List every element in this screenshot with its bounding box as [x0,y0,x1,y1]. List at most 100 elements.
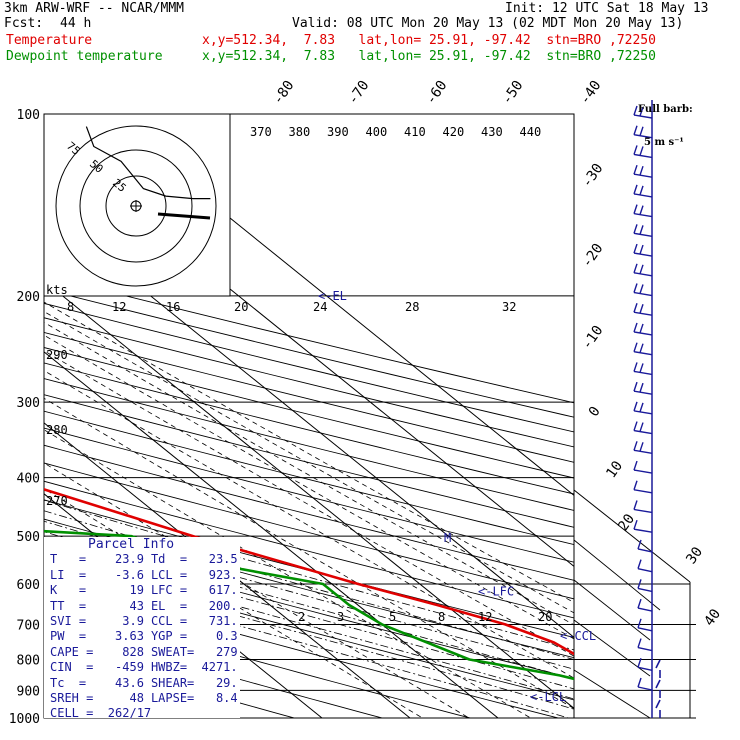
wind-barb [637,567,653,573]
dry-adiabat [44,274,574,404]
hodograph-ring [105,175,167,237]
init-time: Init: 12 UTC Sat 18 May 13 [505,1,709,16]
wind-barb [637,666,653,671]
wind-barb [633,410,653,415]
parcel-info-row: TT = 43 EL = 200. [44,599,240,614]
isotherm-extension [573,489,691,583]
level-marker: <-LFC [478,584,514,598]
theta-label: 380 [289,125,311,139]
dry-adiabat [44,347,574,479]
forecast-hours: 44 h [60,16,92,31]
wind-barb [633,370,653,376]
parcel-info-cell: HWBZ= 4271. [150,660,238,675]
wind-barb [633,134,653,139]
wind-barb [633,212,653,218]
parcel-info-row: CELL = 262/17 [44,706,240,721]
mixing-ratio-line [44,429,532,718]
wind-barb [655,679,661,689]
wind-barb [633,350,653,356]
plot-frame [43,113,575,719]
wind-barb [633,500,638,510]
wind-barb [639,382,644,393]
wind-barb [637,587,653,593]
hodograph-units: kts [46,283,68,297]
parcel-info-row: SVI = 3.9 CCL = 731. [44,614,240,629]
wind-barb [637,658,642,668]
adiabat-extension [573,619,651,677]
valid-time: Valid: 08 UTC Mon 20 May 13 (02 MDT Mon … [292,16,684,31]
wind-barb [633,193,653,198]
theta-label: 410 [404,125,426,139]
wind-barb [637,627,653,632]
wind-barb [639,442,644,452]
mixing-ratio-label: 5 [389,610,396,624]
parcel-info-panel: Parcel Info T = 23.9 Td = 23.5 LI = -3.6 LC… [44,537,240,721]
parcel-info-cell: PW = 3.63 [50,629,144,644]
temperature-tick-label: -40 [577,78,605,108]
moist-adiabat [44,561,574,710]
wind-barb [633,311,653,316]
dry-adiabat [44,444,574,581]
parcel-info-row: PW = 3.63 YGP = 0.3 [44,629,240,644]
isotherm-line [44,422,411,718]
wind-barb [633,489,653,494]
parcel-info-title: Parcel Info [88,537,175,552]
wind-barb [639,323,644,334]
moist-adiabat [44,571,570,718]
hodograph-ring [55,125,217,287]
temperature-profile [44,488,574,656]
adiabat-extension [573,579,651,641]
pressure-label: 300 [17,396,40,411]
model-title: 3km ARW-WRF -- NCAR/MMM [4,1,185,16]
wind-barb [633,125,638,135]
parcel-info-cell: CCL = 731. [150,614,238,629]
parcel-info-cell: Tc = 43.6 [50,675,144,690]
mixing-ratio-label: 28 [405,300,419,314]
dry-adiabat [44,362,574,495]
parcel-info-cell: LAPSE= 8.4 [150,691,238,706]
pressure-label: 100 [17,108,40,123]
forecast-label: Fcst: [4,16,44,31]
wind-barb [637,559,642,569]
wind-barb [633,381,638,392]
wind-barb [633,528,653,533]
wind-barb [633,263,638,274]
hodograph-frame [43,113,231,297]
wind-barb [633,291,653,297]
wind-barb [633,519,638,530]
parcel-info-cell: LCL = 923. [150,567,238,582]
wind-barb [633,331,653,336]
wind-barb [637,646,653,652]
isotherm-line [44,280,574,709]
wind-barb [637,579,642,589]
temperature-tick-label: -70 [345,78,373,108]
wind-barb [633,114,653,119]
parcel-info-cell: SREH = 48 [50,691,144,706]
temperature-tick-label: 40 [701,606,724,629]
pressure-label: 500 [17,530,40,545]
wind-barb [639,165,644,176]
parcel-info-row: K = 19 LFC = 617. [44,583,240,598]
hodograph-ring [79,149,193,263]
pressure-label: 1000 [9,712,40,727]
mixing-ratio-label: 20 [538,610,552,624]
parcel-info-cell: T = 23.9 [50,552,144,567]
legend-dewpoint-info: x,y=512.34, 7.83 lat,lon= 25.91, -97.42 … [202,49,656,64]
wind-barb [639,205,644,215]
level-marker: <-EL [318,289,347,303]
dry-adiabat [44,623,385,718]
wind-barb [639,422,644,432]
temperature-tick-label: -50 [499,78,527,108]
theta-side-label: 270 [46,494,68,508]
parcel-info-cell: LI = -3.6 [50,567,144,582]
wind-barb [633,173,653,178]
level-marker: <-LCL [530,690,566,704]
wind-barb [655,699,661,709]
dewpoint-profile [44,529,574,681]
theta-label: 420 [443,125,465,139]
wind-barbs [633,100,661,718]
wind-barb [639,225,644,235]
mixing-ratio-label: 12 [478,610,492,624]
wind-barb [633,342,638,352]
